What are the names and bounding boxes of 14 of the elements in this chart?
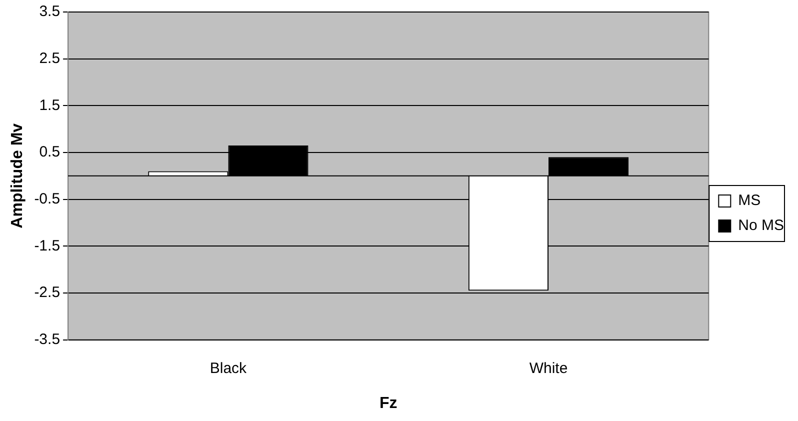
legend-label: MS (738, 192, 761, 210)
y-tick-label: 0.5 (39, 144, 60, 161)
y-axis-title: Amplitude Mv (9, 123, 26, 228)
y-tick-label: 3.5 (39, 3, 60, 20)
y-tick-label: -3.5 (34, 330, 60, 348)
y-tick-label: 2.5 (39, 50, 60, 67)
x-tick-label: Black (210, 360, 248, 377)
y-tick-label: -1.5 (34, 237, 60, 254)
legend-label: No MS (738, 217, 784, 234)
x-axis-title: Fz (379, 394, 398, 412)
x-tick-label: White (529, 360, 568, 377)
y-tick-label: 1.5 (39, 96, 60, 114)
y-tick-label: -2.5 (34, 284, 60, 302)
y-tick-label: -0.5 (34, 190, 60, 208)
